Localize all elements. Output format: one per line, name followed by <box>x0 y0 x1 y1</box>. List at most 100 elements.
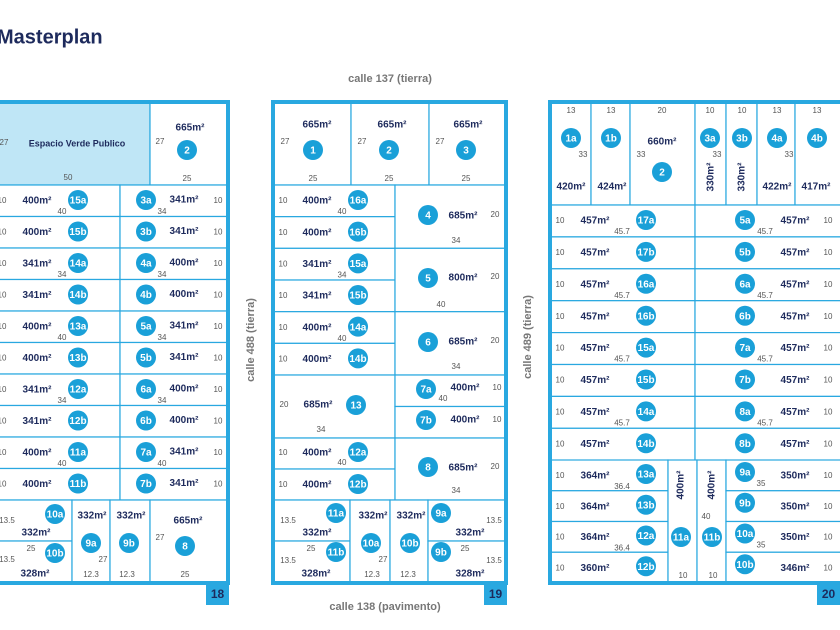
lot-dimension: 12.3 <box>119 570 135 579</box>
lot-id: 5b <box>739 248 751 259</box>
lot-area: 364m² <box>581 532 611 543</box>
lot-area: 328m² <box>21 569 51 580</box>
lot <box>694 101 727 206</box>
lot-id: 2 <box>184 146 190 157</box>
lot-area: 400m² <box>170 415 200 426</box>
lot-dimension: 13.5 <box>280 516 296 525</box>
lot <box>272 437 396 470</box>
lot-dimension: 12.3 <box>364 570 380 579</box>
lot-dimension: 10 <box>824 280 833 289</box>
lot-name: Espacio Verde Publico <box>29 138 126 148</box>
lot <box>629 101 696 206</box>
lot-dimension: 10 <box>556 312 565 321</box>
lot-marker <box>136 253 156 273</box>
lot-marker <box>136 190 156 210</box>
lot-area: 341m² <box>170 352 200 363</box>
lot-id: 14a <box>70 259 87 270</box>
lot-dimension: 10 <box>824 533 833 542</box>
lot-area: 341m² <box>170 226 200 237</box>
lot <box>694 204 840 238</box>
lot-marker <box>136 442 156 462</box>
lot-area: 400m² <box>303 480 333 491</box>
lot-dimension: 10 <box>279 259 288 268</box>
lot-dimension: 45.7 <box>614 291 630 300</box>
lot-id: 11a <box>328 509 345 520</box>
lot-area: 400m² <box>23 479 53 490</box>
lot-id: 16b <box>349 227 366 238</box>
lot-id: 5 <box>425 274 431 285</box>
lot-area: 328m² <box>456 569 486 580</box>
lot-id: 4 <box>425 211 431 222</box>
lot-id: 7a <box>140 448 152 459</box>
lot-area: 360m² <box>581 563 611 574</box>
lot-dimension: 45.7 <box>757 419 773 428</box>
lot-marker <box>346 395 366 415</box>
lot-area: 341m² <box>170 321 200 332</box>
lot-dimension: 45.7 <box>757 227 773 236</box>
lot-area: 341m² <box>23 290 53 301</box>
lot-id: 12a <box>70 385 87 396</box>
lot-dimension: 10 <box>556 563 565 572</box>
lot-id: 5a <box>140 322 152 333</box>
lot-dimension: 40 <box>58 333 67 342</box>
lot-dimension: 25 <box>181 570 190 579</box>
lot-marker <box>348 285 368 306</box>
lot-dimension: 10 <box>0 259 7 268</box>
lot-dimension: 40 <box>58 459 67 468</box>
lot-dimension: 10 <box>556 216 565 225</box>
lot <box>394 374 507 408</box>
lot <box>0 215 121 249</box>
lot-id: 14a <box>638 407 655 418</box>
lot-area: 400m² <box>170 258 200 269</box>
lot-dimension: 10 <box>556 280 565 289</box>
lot-area: 350m² <box>781 532 811 543</box>
lot-id: 14b <box>349 354 366 365</box>
lot-area: 332m² <box>117 511 147 522</box>
lot-area: 424m² <box>598 182 628 193</box>
lot-dimension: 13.5 <box>486 556 502 565</box>
lot-marker <box>636 556 656 577</box>
lot-dimension: 45.7 <box>614 227 630 236</box>
street-label: calle 488 (tierra) <box>245 298 257 382</box>
lot-marker <box>735 433 755 454</box>
lot-dimension: 10 <box>279 228 288 237</box>
lot-dimension: 10 <box>279 448 288 457</box>
lot-area: 457m² <box>781 439 811 450</box>
lot-dimension: 10 <box>556 344 565 353</box>
lot <box>272 468 396 501</box>
lot-dimension: 20 <box>491 336 500 345</box>
lot-dimension: 50 <box>64 173 73 182</box>
lot-marker <box>636 337 656 358</box>
lot-marker <box>416 410 436 430</box>
lot-marker <box>700 128 720 148</box>
lot-dimension: 27 <box>99 555 108 564</box>
lot-marker <box>348 221 368 242</box>
lot-area: 685m² <box>449 337 479 348</box>
lot-id: 17a <box>638 216 655 227</box>
lot-dimension: 35 <box>757 541 766 550</box>
lot-marker <box>418 205 438 225</box>
lot-id: 13b <box>69 353 86 364</box>
lot-area: 457m² <box>581 248 611 259</box>
lot-dimension: 10 <box>556 471 565 480</box>
lot-dimension: 10 <box>824 376 833 385</box>
lot-dimension: 34 <box>58 270 67 279</box>
lot-dimension: 10 <box>824 312 833 321</box>
lot-id: 13a <box>70 322 87 333</box>
lot-area: 660m² <box>648 137 678 148</box>
lot <box>272 279 396 313</box>
lot-dimension: 40 <box>58 207 67 216</box>
lot-marker <box>68 253 88 273</box>
lot-area: 400m² <box>303 227 333 238</box>
lot-id: 12b <box>637 562 654 573</box>
lot-dimension: 45.7 <box>757 355 773 364</box>
lot-dimension: 10 <box>0 385 7 394</box>
lot-id: 11a <box>70 448 87 459</box>
lot-marker <box>348 442 368 462</box>
lot-area: 800m² <box>449 273 479 284</box>
block-tag <box>817 583 840 605</box>
lot-id: 7a <box>420 385 432 396</box>
lot-marker <box>136 473 156 494</box>
lot-dimension: 10 <box>824 248 833 257</box>
lot-dimension: 13 <box>607 106 616 115</box>
